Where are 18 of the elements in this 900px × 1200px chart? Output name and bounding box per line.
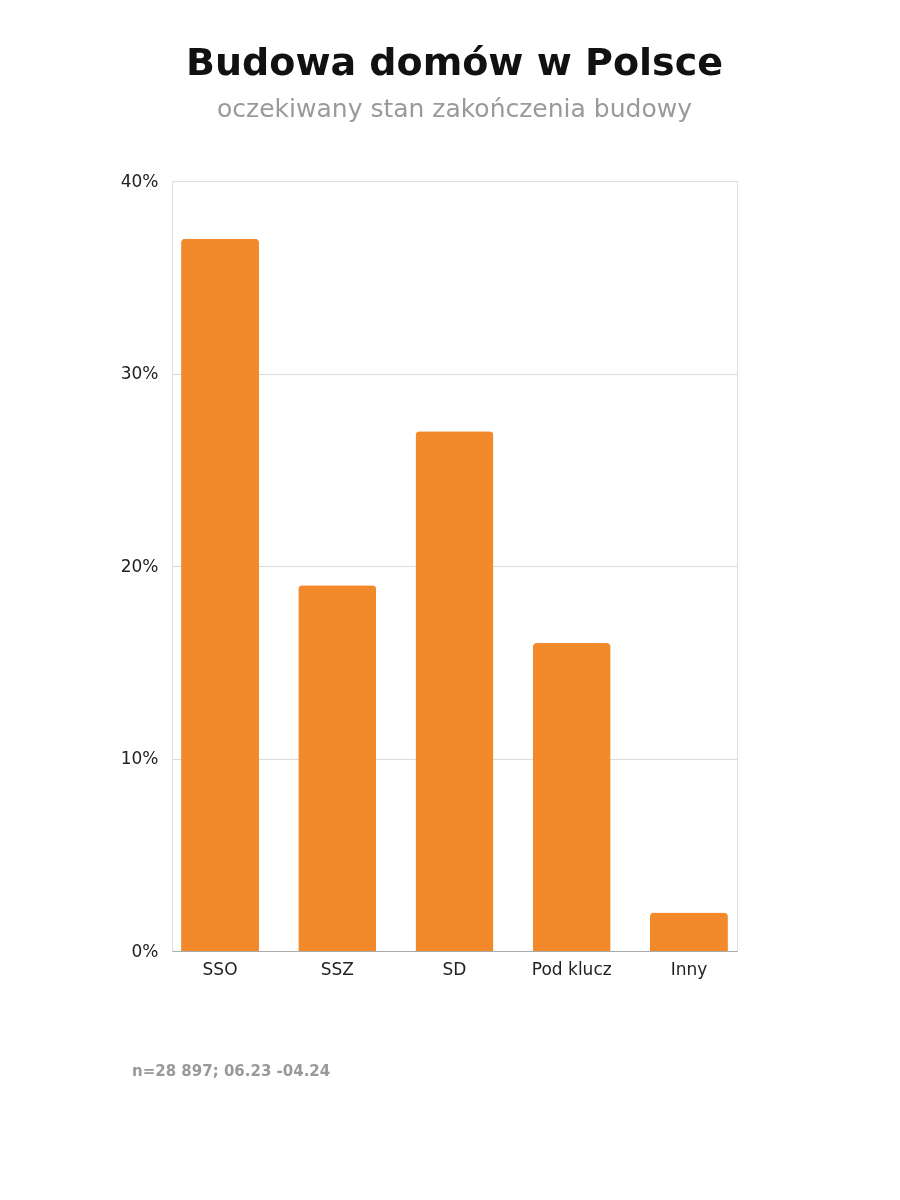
bar: [649, 912, 728, 951]
text: n=28 897; 06.23 -04.24: [132, 1062, 331, 1080]
bar: [181, 238, 260, 951]
x-tick-label: SSZ: [320, 958, 354, 979]
y-tick-label: 20%: [120, 555, 159, 576]
x-tick-label: Inny: [670, 958, 708, 979]
y-tick-label: 0%: [131, 940, 159, 961]
chart-title: Budowa domów w Polsce: [186, 40, 723, 84]
x-tick-label: Pod klucz: [531, 958, 612, 979]
bar: [532, 643, 611, 951]
chart-subtitle: oczekiwany stan zakończenia budowy: [217, 94, 693, 123]
x-tick-label: SSO: [202, 958, 238, 979]
x-tick-label: SD: [442, 958, 467, 979]
bar: [298, 585, 377, 951]
y-tick-label: 40%: [120, 170, 159, 191]
bar: [415, 431, 494, 951]
y-tick-label: 30%: [120, 363, 159, 383]
y-tick-label: 10%: [120, 748, 159, 768]
